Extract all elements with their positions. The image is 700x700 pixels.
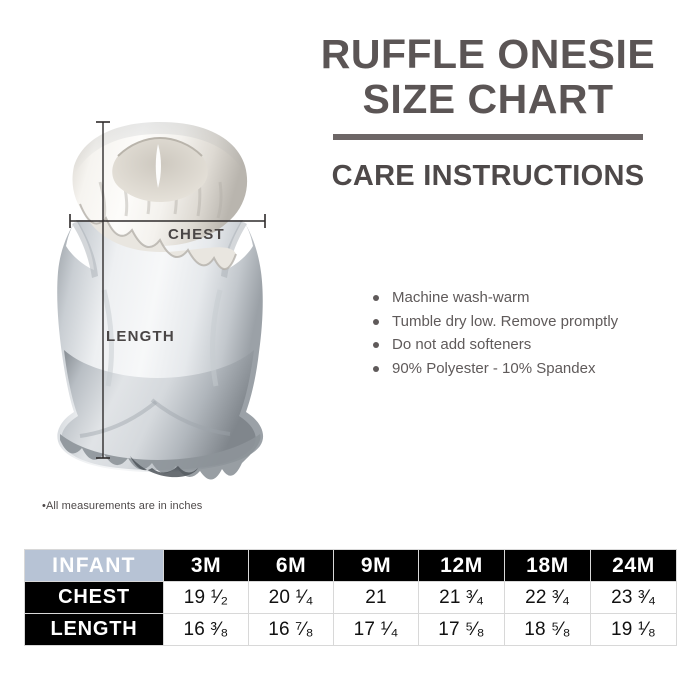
- measurement-units-note: •All measurements are in inches: [42, 500, 203, 512]
- fold-line: [101, 289, 114, 387]
- length-18m: 18 ⁵⁄₈: [504, 613, 591, 646]
- hem-ruffle-shadow: [130, 456, 198, 478]
- fold-line: [150, 398, 231, 436]
- collar-scallop: [80, 204, 236, 270]
- bullet-icon: [373, 342, 379, 348]
- strap-shadow-left: [72, 221, 98, 278]
- collar-scallop-edge: [79, 203, 237, 270]
- length-24m: 19 ¹⁄₈: [590, 613, 677, 646]
- chest-9m: 21: [333, 581, 419, 614]
- length-12m: 17 ⁵⁄₈: [418, 613, 505, 646]
- table-row: LENGTH 16 ³⁄₈ 16 ⁷⁄₈ 17 ¹⁄₄ 17 ⁵⁄₈ 18 ⁵⁄…: [24, 613, 677, 646]
- bullet-icon: [373, 365, 379, 372]
- hem-ruffle: [60, 434, 261, 480]
- column-header-12m: 12M: [418, 549, 505, 582]
- bullet-icon: [373, 318, 379, 325]
- header-block: RUFFLE ONESIE SIZE CHART CARE INSTRUCTIO…: [300, 32, 676, 193]
- list-item: 90% Polyester - 10% Spandex: [372, 357, 672, 381]
- size-chart-table: INFANT 3M 6M 9M 12M 18M 24M CHEST 19 ¹⁄₂…: [24, 549, 677, 646]
- table-corner-label: INFANT: [24, 549, 164, 582]
- column-header-6m: 6M: [248, 549, 334, 582]
- care-instructions-heading: CARE INSTRUCTIONS: [331, 160, 645, 192]
- chest-12m: 21 ³⁄₄: [418, 581, 505, 614]
- length-6m: 16 ⁷⁄₈: [248, 613, 334, 646]
- length-3m: 16 ³⁄₈: [163, 613, 249, 646]
- chest-6m: 20 ¹⁄₄: [248, 581, 334, 614]
- list-item: Do not add softeners: [372, 333, 672, 357]
- keyhole-slit: [155, 144, 161, 188]
- page-title-line-1: RUFFLE ONESIE: [320, 31, 656, 77]
- chest-24m: 23 ³⁄₄: [590, 581, 677, 614]
- row-label-length: LENGTH: [24, 613, 164, 646]
- care-item-label: 90% Polyester - 10% Spandex: [392, 359, 596, 377]
- row-label-chest: CHEST: [24, 581, 164, 614]
- care-item-label: Machine wash-warm: [392, 289, 530, 306]
- table-header-row: INFANT 3M 6M 9M 12M 18M 24M: [24, 549, 677, 582]
- title-divider-rule: [333, 134, 643, 140]
- care-item-label: Do not add softeners: [392, 336, 532, 353]
- care-instructions-list: Machine wash-warm Tumble dry low. Remove…: [372, 286, 672, 380]
- bullet-icon: [373, 295, 379, 301]
- column-header-18m: 18M: [504, 549, 591, 582]
- list-item: Machine wash-warm: [372, 286, 672, 310]
- table-row: CHEST 19 ¹⁄₂ 20 ¹⁄₄ 21 21 ³⁄₄ 22 ³⁄₄ 23 …: [24, 581, 677, 614]
- column-header-3m: 3M: [163, 549, 249, 582]
- list-item: Tumble dry low. Remove promptly: [372, 310, 672, 334]
- column-header-9m: 9M: [333, 549, 419, 582]
- neck-edge: [117, 136, 203, 157]
- care-item-label: Tumble dry low. Remove promptly: [392, 312, 619, 330]
- armhole-left: [66, 220, 94, 270]
- chest-3m: 19 ¹⁄₂: [163, 581, 249, 614]
- chest-18m: 22 ³⁄₄: [504, 581, 591, 614]
- fold-line: [210, 289, 223, 387]
- length-label: LENGTH: [106, 328, 175, 345]
- collar-top-shade: [74, 122, 245, 174]
- onesie-image: [57, 122, 264, 480]
- fold-line: [79, 400, 158, 438]
- garment-illustration: CHEST LENGTH: [34, 100, 290, 480]
- chest-label: CHEST: [168, 226, 225, 243]
- page-title-line-2: SIZE CHART: [362, 76, 614, 122]
- length-9m: 17 ¹⁄₄: [333, 613, 419, 646]
- column-header-24m: 24M: [590, 549, 677, 582]
